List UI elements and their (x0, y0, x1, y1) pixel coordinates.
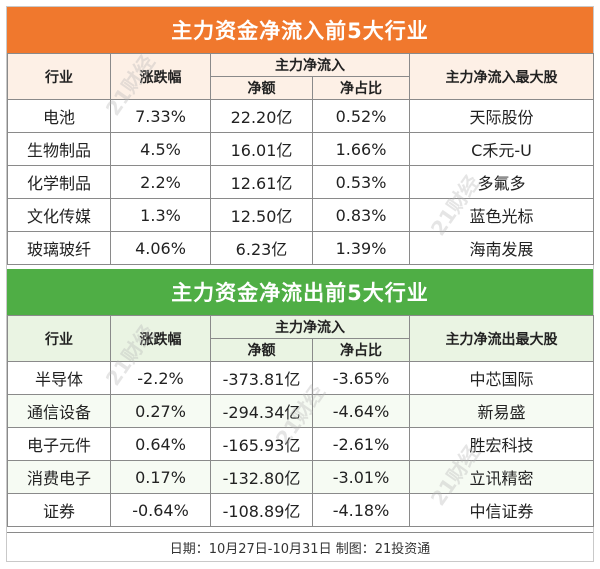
industry-cell: 生物制品 (7, 132, 111, 166)
change-cell: 0.27% (110, 394, 211, 428)
ratio-cell: 1.39% (312, 231, 410, 265)
industry-cell: 电池 (7, 99, 111, 133)
amount-cell: -108.89亿 (210, 493, 313, 527)
amount-cell: -165.93亿 (210, 427, 313, 461)
ratio-cell: -3.65% (312, 361, 410, 395)
inflow-header-ratio: 净占比 (312, 76, 410, 100)
outflow-header-ratio: 净占比 (312, 338, 410, 362)
outflow-title: 主力资金净流出前5大行业 (7, 269, 593, 315)
stock-cell: 立讯精密 (409, 460, 594, 494)
amount-cell: -294.34亿 (210, 394, 313, 428)
inflow-header-amount: 净额 (210, 76, 313, 100)
amount-cell: 16.01亿 (210, 132, 313, 166)
industry-cell: 电子元件 (7, 427, 111, 461)
footer-caption: 日期：10月27日-10月31日 制图：21投资通 (7, 532, 593, 561)
change-cell: 4.06% (110, 231, 211, 265)
table-row: 生物制品 4.5% 16.01亿 1.66% C禾元-U (7, 132, 594, 166)
outflow-header-industry: 行业 (7, 315, 111, 362)
industry-cell: 通信设备 (7, 394, 111, 428)
table-row: 通信设备 0.27% -294.34亿 -4.64% 新易盛 (7, 394, 594, 428)
table-row: 半导体 -2.2% -373.81亿 -3.65% 中芯国际 (7, 361, 594, 395)
stock-cell: C禾元-U (409, 132, 594, 166)
stock-cell: 中信证券 (409, 493, 594, 527)
table-frame (6, 6, 594, 562)
ratio-cell: -2.61% (312, 427, 410, 461)
outflow-header-amount: 净额 (210, 338, 313, 362)
outflow-header-top-stock: 主力净流出最大股 (409, 315, 594, 362)
stock-cell: 蓝色光标 (409, 198, 594, 232)
amount-cell: 22.20亿 (210, 99, 313, 133)
stock-cell: 天际股份 (409, 99, 594, 133)
stock-cell: 多氟多 (409, 165, 594, 199)
change-cell: 2.2% (110, 165, 211, 199)
outflow-table: 行业 涨跌幅 主力净流入 主力净流出最大股 净额 净占比 半导体 -2.2% -… (7, 315, 594, 527)
ratio-cell: 1.66% (312, 132, 410, 166)
change-cell: 0.17% (110, 460, 211, 494)
ratio-cell: -4.64% (312, 394, 410, 428)
inflow-header-net-group: 主力净流入 (210, 53, 410, 77)
inflow-table: 行业 涨跌幅 主力净流入 主力净流入最大股 净额 净占比 电池 7.33% 22… (7, 53, 594, 265)
outflow-header-net-group: 主力净流入 (210, 315, 410, 339)
amount-cell: 12.50亿 (210, 198, 313, 232)
table-row: 电池 7.33% 22.20亿 0.52% 天际股份 (7, 99, 594, 133)
ratio-cell: -4.18% (312, 493, 410, 527)
inflow-header-change: 涨跌幅 (110, 53, 211, 100)
change-cell: 1.3% (110, 198, 211, 232)
ratio-cell: -3.01% (312, 460, 410, 494)
industry-cell: 化学制品 (7, 165, 111, 199)
industry-cell: 半导体 (7, 361, 111, 395)
amount-cell: 12.61亿 (210, 165, 313, 199)
change-cell: 7.33% (110, 99, 211, 133)
table-row: 消费电子 0.17% -132.80亿 -3.01% 立讯精密 (7, 460, 594, 494)
inflow-header-industry: 行业 (7, 53, 111, 100)
inflow-title: 主力资金净流入前5大行业 (7, 7, 593, 53)
change-cell: -0.64% (110, 493, 211, 527)
amount-cell: -373.81亿 (210, 361, 313, 395)
industry-cell: 消费电子 (7, 460, 111, 494)
stock-cell: 海南发展 (409, 231, 594, 265)
industry-cell: 玻璃玻纤 (7, 231, 111, 265)
stock-cell: 胜宏科技 (409, 427, 594, 461)
industry-cell: 文化传媒 (7, 198, 111, 232)
stock-cell: 中芯国际 (409, 361, 594, 395)
table-row: 化学制品 2.2% 12.61亿 0.53% 多氟多 (7, 165, 594, 199)
change-cell: 4.5% (110, 132, 211, 166)
amount-cell: 6.23亿 (210, 231, 313, 265)
outflow-header-change: 涨跌幅 (110, 315, 211, 362)
ratio-cell: 0.53% (312, 165, 410, 199)
change-cell: -2.2% (110, 361, 211, 395)
ratio-cell: 0.83% (312, 198, 410, 232)
table-row: 证券 -0.64% -108.89亿 -4.18% 中信证券 (7, 493, 594, 527)
amount-cell: -132.80亿 (210, 460, 313, 494)
industry-cell: 证券 (7, 493, 111, 527)
table-row: 玻璃玻纤 4.06% 6.23亿 1.39% 海南发展 (7, 231, 594, 265)
table-row: 电子元件 0.64% -165.93亿 -2.61% 胜宏科技 (7, 427, 594, 461)
table-row: 文化传媒 1.3% 12.50亿 0.83% 蓝色光标 (7, 198, 594, 232)
inflow-header-top-stock: 主力净流入最大股 (409, 53, 594, 100)
ratio-cell: 0.52% (312, 99, 410, 133)
change-cell: 0.64% (110, 427, 211, 461)
stock-cell: 新易盛 (409, 394, 594, 428)
